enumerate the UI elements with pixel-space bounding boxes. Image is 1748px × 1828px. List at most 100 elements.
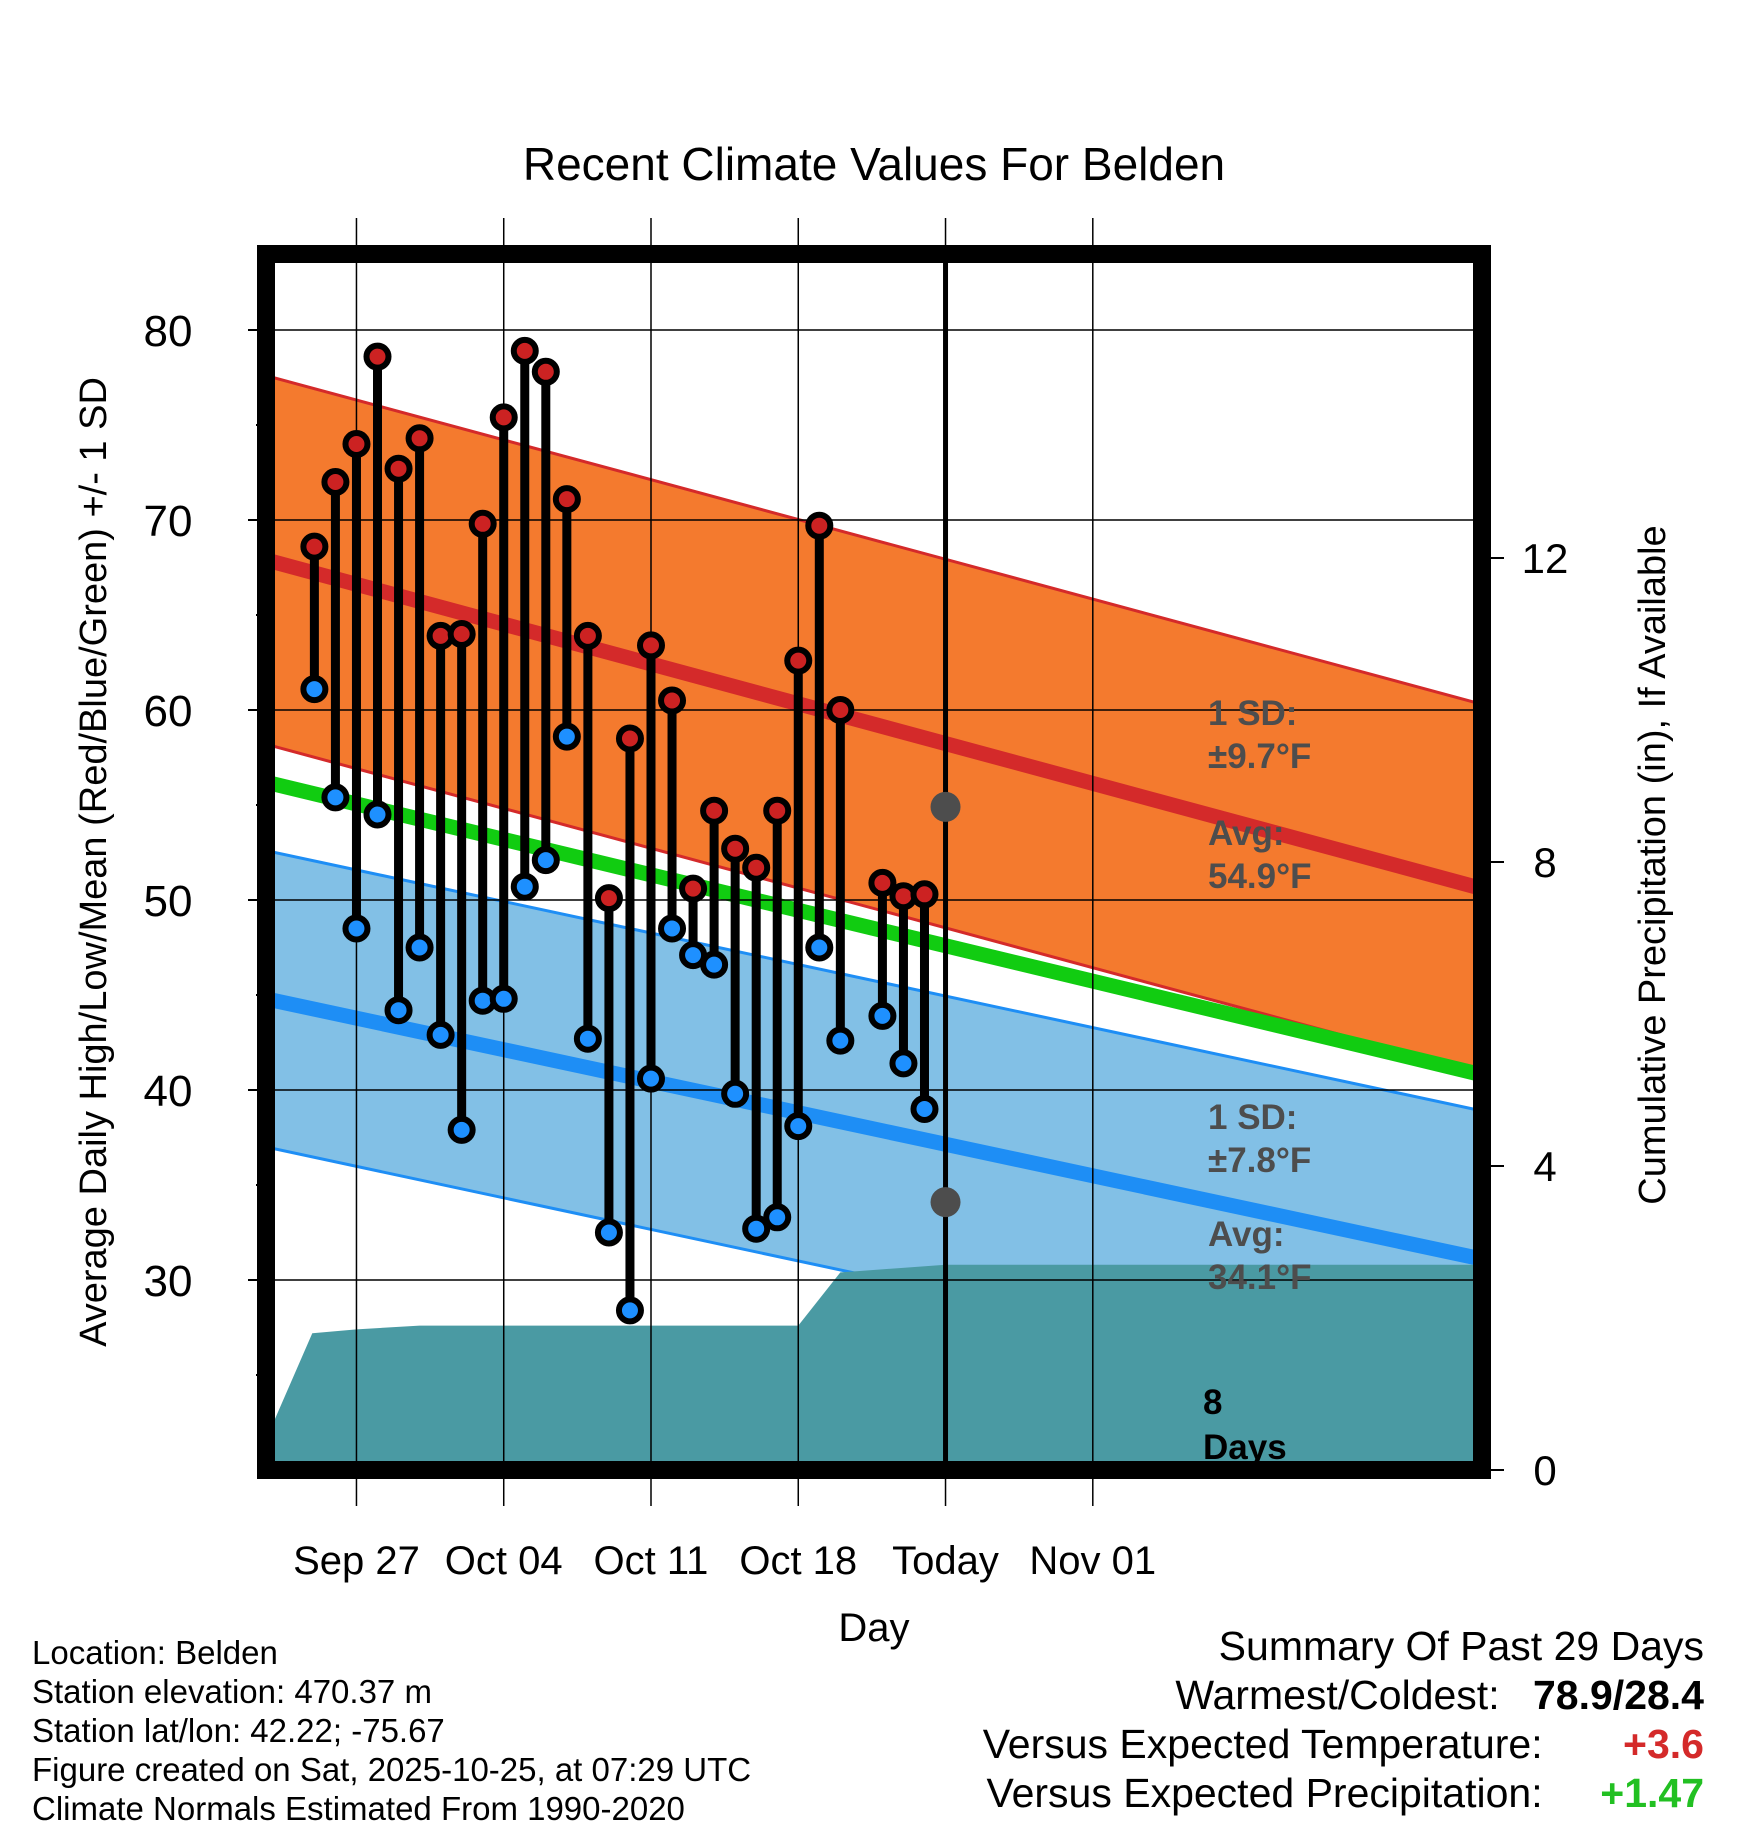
low-point xyxy=(405,933,434,962)
high-avg-value: 54.9°F xyxy=(1208,857,1312,896)
normal-mean-line xyxy=(266,774,1482,1083)
low-point xyxy=(658,914,687,943)
x-tick-label: Sep 27 xyxy=(293,1539,420,1583)
high-point xyxy=(594,884,623,913)
high-point xyxy=(868,868,897,897)
high-point xyxy=(784,646,813,675)
created-text: Figure created on Sat, 2025-10-25, at 07… xyxy=(32,1751,752,1788)
low-point xyxy=(721,1079,750,1108)
precipitation-area xyxy=(266,1264,1482,1470)
y2-tick-label: 8 xyxy=(1533,839,1556,886)
latlon-text: Station lat/lon: 42.22; -75.67 xyxy=(32,1712,445,1749)
low-point xyxy=(868,1001,897,1030)
low-point xyxy=(384,996,413,1025)
high-sd-value: ±9.7°F xyxy=(1208,737,1311,776)
y-tick-label: 50 xyxy=(144,877,193,926)
high-point xyxy=(447,620,476,648)
x-tick-label: Nov 01 xyxy=(1029,1539,1156,1583)
high-point xyxy=(658,686,687,715)
high-point xyxy=(363,342,392,371)
low-point xyxy=(763,1203,792,1232)
temp-value: +3.6 xyxy=(1623,1721,1704,1767)
low-point xyxy=(573,1024,602,1053)
low-point xyxy=(489,984,518,1013)
low-point xyxy=(594,1218,623,1247)
x-tick-label: Oct 11 xyxy=(594,1539,709,1583)
high-point xyxy=(321,468,350,496)
y-tick-label: 40 xyxy=(144,1067,193,1116)
y2-tick-label: 12 xyxy=(1522,535,1569,582)
high-avg-label: Avg: xyxy=(1208,814,1284,853)
high-point xyxy=(300,532,329,561)
high-point xyxy=(531,357,560,386)
low-point xyxy=(447,1115,476,1144)
low-point xyxy=(426,1020,455,1049)
low-point xyxy=(636,1064,665,1093)
y-tick-label: 80 xyxy=(144,307,193,356)
high-point xyxy=(573,621,602,650)
high-point xyxy=(721,834,750,863)
precip-value: +1.47 xyxy=(1600,1770,1704,1816)
low-point xyxy=(552,722,581,751)
low-avg-value: 34.1°F xyxy=(1208,1258,1312,1297)
low-point xyxy=(910,1095,939,1123)
high-point xyxy=(615,724,644,753)
high-point xyxy=(826,696,855,724)
y-tick-label: 30 xyxy=(144,1257,193,1306)
low-point xyxy=(531,846,560,875)
normal-high-line xyxy=(266,552,1482,896)
low-point xyxy=(805,933,834,962)
today-high-avg-marker xyxy=(930,791,961,822)
today-low-avg-marker xyxy=(930,1187,961,1218)
elevation-text: Station elevation: 470.37 m xyxy=(32,1673,432,1710)
station-info: Location: Belden Station elevation: 470.… xyxy=(32,1633,751,1828)
high-point xyxy=(552,485,581,514)
high-point xyxy=(700,796,729,825)
low-point xyxy=(889,1049,918,1078)
y-axis-label: Average Daily High/Low/Mean (Red/Blue/Gr… xyxy=(73,377,115,1347)
low-point xyxy=(363,800,392,829)
summary-temperature: Versus Expected Temperature: +3.6 xyxy=(983,1720,1704,1769)
x-axis-label: Day xyxy=(838,1606,909,1650)
high-point xyxy=(405,424,434,453)
normal-low-line xyxy=(266,991,1482,1267)
low-point xyxy=(510,872,539,901)
high-point xyxy=(742,853,771,882)
summary-title: Summary Of Past 29 Days xyxy=(1218,1623,1704,1669)
chart-title: Recent Climate Values For Belden xyxy=(523,138,1225,190)
days-word: Days xyxy=(1203,1428,1287,1467)
high-point xyxy=(342,430,371,458)
high-sd-label: 1 SD: xyxy=(1208,694,1297,733)
summary-precipitation: Versus Expected Precipitation: +1.47 xyxy=(983,1769,1705,1818)
warm-cold-label: Warmest/Coldest: xyxy=(1175,1672,1500,1718)
summary-panel: Summary Of Past 29 Days Warmest/Coldest:… xyxy=(983,1622,1704,1818)
low-point xyxy=(826,1026,855,1055)
low-point xyxy=(700,950,729,979)
low-sd-value: ±7.8°F xyxy=(1208,1141,1311,1180)
location-text: Location: Belden xyxy=(32,1634,278,1671)
low-avg-label: Avg: xyxy=(1208,1215,1284,1254)
high-point xyxy=(468,509,497,538)
high-point xyxy=(763,796,792,825)
x-tick-label: Oct 04 xyxy=(445,1539,563,1583)
low-point xyxy=(342,914,371,943)
high-point xyxy=(679,874,708,903)
y-tick-label: 70 xyxy=(144,497,193,546)
low-point xyxy=(784,1112,813,1141)
low-point xyxy=(300,675,329,704)
low-point xyxy=(742,1214,771,1243)
high-point xyxy=(636,631,665,660)
high-point xyxy=(489,403,518,432)
precip-label: Versus Expected Precipitation: xyxy=(986,1770,1543,1816)
high-point xyxy=(805,511,834,540)
low-point xyxy=(321,783,350,812)
high-point xyxy=(910,880,939,909)
y2-tick-label: 0 xyxy=(1533,1447,1556,1494)
x-tick-label: Oct 18 xyxy=(739,1539,857,1583)
normals-text: Climate Normals Estimated From 1990-2020 xyxy=(32,1790,685,1827)
days-count: 8 xyxy=(1203,1383,1222,1422)
high-point xyxy=(384,454,413,483)
y2-axis-label: Cumulative Precipitation (in), If Availa… xyxy=(1632,525,1674,1204)
y-tick-label: 60 xyxy=(144,687,193,736)
